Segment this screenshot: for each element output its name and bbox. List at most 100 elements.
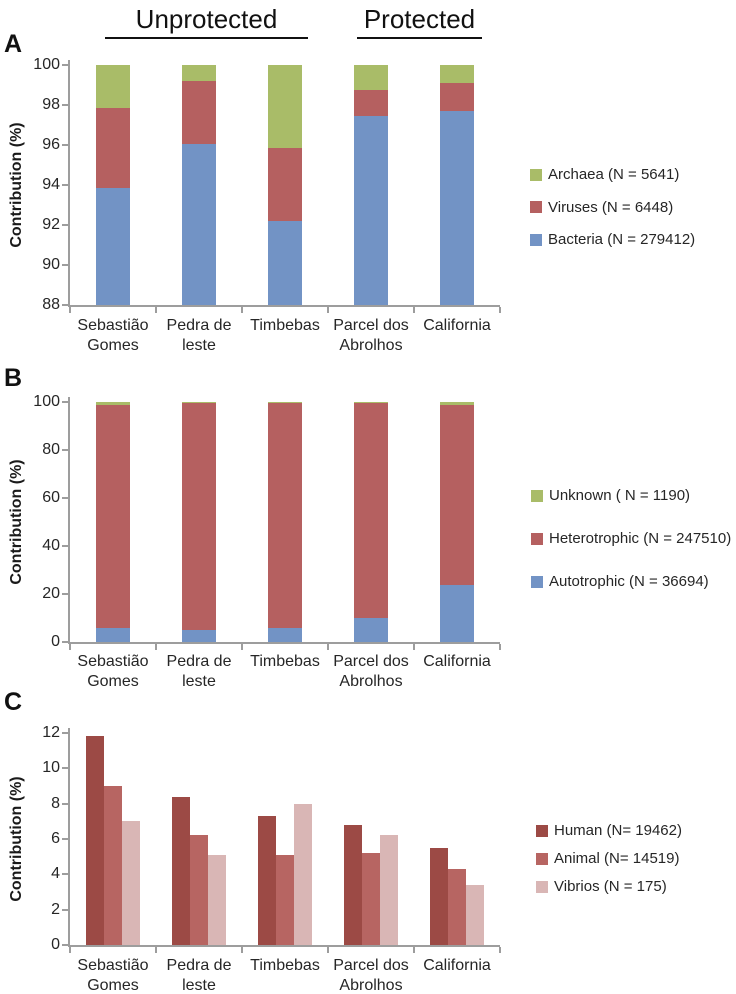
y-tick-mark [62,64,68,66]
bar-segment [172,796,190,945]
legend-label: Unknown ( N = 1190) [549,487,691,504]
bar-segment [448,869,466,945]
bar-segment [354,403,388,618]
bar-segment [96,627,130,642]
y-tick-label: 4 [51,865,60,883]
bar-segment [440,405,474,586]
x-category-label: Sebastião Gomes [77,653,149,690]
legend-item: Heterotrophic (N = 247510) [531,530,731,547]
y-tick-mark [62,497,68,499]
bar-segment [268,402,302,404]
y-tick-mark [62,449,68,451]
bar-segment [182,403,216,630]
bar-segment [96,402,130,405]
y-tick-mark [62,304,68,306]
bar-segment [268,65,302,148]
x-category-label: Pedra de leste [166,957,232,994]
x-category-label: Timbebas [250,653,320,670]
y-tick-mark [62,593,68,595]
x-category-label: Parcel dos Abrolhos [333,653,409,690]
x-category-label: Pedra de leste [166,653,232,690]
x-tick-mark [69,947,71,953]
bar-segment [344,824,362,945]
bar-segment [182,630,216,642]
x-tick-mark [155,947,157,953]
y-tick-label: 10 [42,759,60,777]
x-tick-mark [155,307,157,313]
x-tick-mark [413,307,415,313]
bar-segment [182,65,216,81]
y-tick-mark [62,104,68,106]
x-category-label: Sebastião Gomes [77,317,149,354]
legend-label: Human (N= 19462) [554,822,682,839]
x-category-label: Timbebas [250,317,320,334]
y-tick-label: 80 [42,441,60,458]
x-category-label: Parcel dos Abrolhos [333,317,409,354]
legend-swatch [531,575,543,588]
bar-segment [122,821,140,945]
y-tick-label: 100 [33,393,60,410]
x-tick-mark [241,947,243,953]
x-category-label: Parcel dos Abrolhos [333,957,409,994]
x-axis-line [68,305,500,307]
bar-segment [354,402,388,404]
bar-segment [354,65,388,90]
bar-segment [440,585,474,642]
x-category-label: California [423,317,491,334]
bar-segment [208,854,226,945]
y-tick-mark [62,401,68,403]
y-tick-label: 60 [42,489,60,506]
bar-segment [440,83,474,111]
legend-item: Vibrios (N = 175) [536,878,667,895]
bar-segment [380,835,398,945]
bar-segment [466,884,484,945]
y-tick-label: 0 [51,936,60,953]
y-tick-mark [62,264,68,266]
legend-item: Animal (N= 14519) [536,850,679,867]
bar-segment [258,816,276,945]
legend-label: Autotrophic (N = 36694) [549,573,709,590]
y-tick-label: 0 [51,633,60,650]
unprotected-underline [105,37,308,39]
bar-segment [182,144,216,305]
x-tick-mark [499,307,501,313]
legend-swatch [530,201,542,213]
y-tick-mark [62,184,68,186]
bar-segment [268,403,302,628]
legend-item: Unknown ( N = 1190) [531,487,690,504]
y-tick-mark [62,944,68,946]
bar-segment [182,402,216,404]
y-tick-mark [62,873,68,876]
y-tick-label: 100 [33,56,60,73]
x-category-label: California [423,957,491,974]
legend-swatch [530,233,542,246]
x-tick-mark [499,947,501,953]
legend-swatch [536,824,548,837]
panel-label-c: C [4,688,23,716]
x-tick-mark [69,644,71,650]
y-tick-mark [62,767,68,770]
y-tick-label: 88 [42,296,60,313]
x-tick-mark [413,947,415,953]
x-axis-line [68,642,500,644]
x-tick-mark [241,307,243,313]
x-tick-mark [327,947,329,953]
y-tick-mark [62,641,68,643]
y-axis-line [68,397,70,644]
y-tick-label: 94 [42,176,60,193]
y-tick-mark [62,732,68,734]
y-tick-mark [62,908,68,911]
y-tick-label: 8 [51,794,60,812]
legend-label: Viruses (N = 6448) [548,198,674,216]
bar-segment [362,853,380,945]
x-tick-mark [499,644,501,650]
legend-swatch [530,168,542,181]
bar-segment [354,90,388,116]
bar-segment [430,847,448,945]
x-axis-line [68,945,500,947]
legend-item: Bacteria (N = 279412) [530,231,695,248]
bar-segment [440,65,474,83]
bar-segment [190,835,208,945]
group-header-protected: Protected [363,4,476,34]
